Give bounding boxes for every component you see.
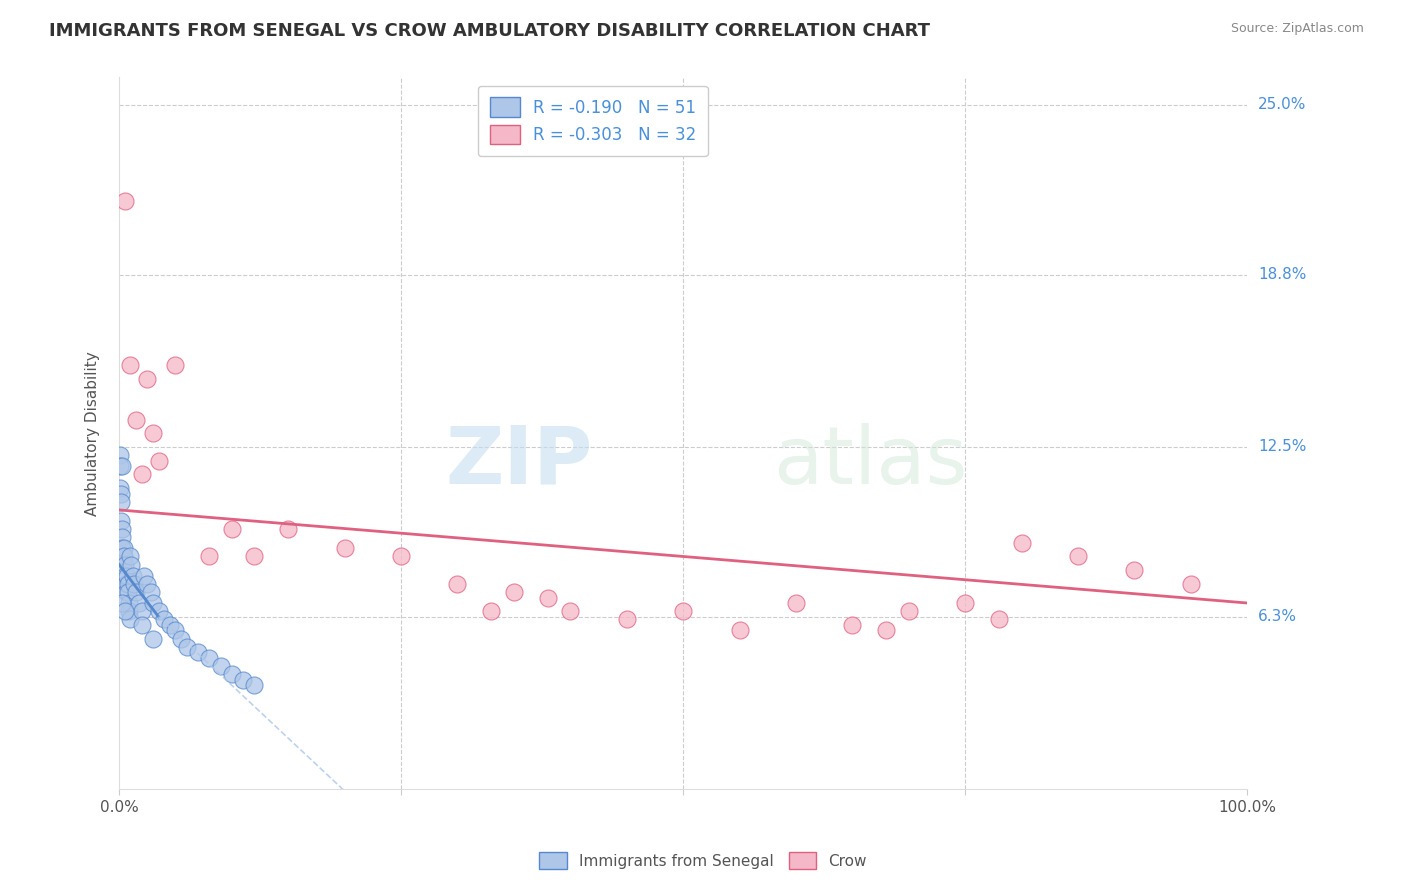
Point xyxy=(114,604,136,618)
Point xyxy=(128,596,150,610)
Point xyxy=(142,632,165,646)
Point xyxy=(117,596,139,610)
Point xyxy=(841,618,863,632)
Point xyxy=(728,624,751,638)
Point xyxy=(243,549,266,564)
Point xyxy=(446,577,468,591)
Point xyxy=(121,568,143,582)
Point xyxy=(153,612,176,626)
Point xyxy=(502,585,524,599)
Point xyxy=(333,541,356,556)
Text: 12.5%: 12.5% xyxy=(1258,440,1306,455)
Point xyxy=(122,577,145,591)
Point xyxy=(785,596,807,610)
Point xyxy=(108,448,131,462)
Point xyxy=(117,585,139,599)
Point xyxy=(277,522,299,536)
Point xyxy=(112,558,135,572)
Point xyxy=(232,673,254,687)
Point xyxy=(142,426,165,441)
Point xyxy=(114,194,136,208)
Point xyxy=(120,558,142,572)
Point xyxy=(125,585,148,599)
Point xyxy=(1180,577,1202,591)
Text: 6.3%: 6.3% xyxy=(1258,609,1298,624)
Y-axis label: Ambulatory Disability: Ambulatory Disability xyxy=(86,351,100,516)
Point xyxy=(198,549,221,564)
Point xyxy=(114,558,136,572)
Point xyxy=(110,494,132,508)
Point xyxy=(142,596,165,610)
Point xyxy=(988,612,1011,626)
Point xyxy=(120,358,142,372)
Point xyxy=(110,486,132,500)
Point xyxy=(120,549,142,564)
Point xyxy=(114,577,136,591)
Text: atlas: atlas xyxy=(773,423,967,500)
Point xyxy=(112,541,135,556)
Point xyxy=(111,530,134,544)
Text: 18.8%: 18.8% xyxy=(1258,267,1306,282)
Point xyxy=(875,624,897,638)
Point xyxy=(672,604,695,618)
Point xyxy=(243,678,266,692)
Point xyxy=(118,612,141,626)
Point xyxy=(131,604,153,618)
Point xyxy=(131,467,153,482)
Point xyxy=(115,568,138,582)
Point xyxy=(111,541,134,556)
Point xyxy=(616,612,638,626)
Text: IMMIGRANTS FROM SENEGAL VS CROW AMBULATORY DISABILITY CORRELATION CHART: IMMIGRANTS FROM SENEGAL VS CROW AMBULATO… xyxy=(49,22,931,40)
Point xyxy=(221,522,243,536)
Legend: R = -0.190   N = 51, R = -0.303   N = 32: R = -0.190 N = 51, R = -0.303 N = 32 xyxy=(478,86,707,156)
Text: 25.0%: 25.0% xyxy=(1258,97,1306,112)
Point xyxy=(139,585,162,599)
Point xyxy=(108,459,131,474)
Point xyxy=(115,585,138,599)
Point xyxy=(110,481,132,495)
Point xyxy=(1123,563,1146,577)
Point xyxy=(165,358,187,372)
Point xyxy=(1067,549,1090,564)
Point xyxy=(111,549,134,564)
Point xyxy=(187,645,209,659)
Point xyxy=(118,604,141,618)
Point xyxy=(170,632,193,646)
Point xyxy=(198,650,221,665)
Point xyxy=(117,577,139,591)
Point xyxy=(125,412,148,426)
Text: Source: ZipAtlas.com: Source: ZipAtlas.com xyxy=(1230,22,1364,36)
Point xyxy=(148,604,170,618)
Point xyxy=(132,568,155,582)
Point xyxy=(159,618,181,632)
Point xyxy=(110,522,132,536)
Point xyxy=(136,371,159,385)
Point xyxy=(112,549,135,564)
Text: ZIP: ZIP xyxy=(446,423,593,500)
Point xyxy=(111,596,134,610)
Point xyxy=(148,453,170,467)
Point xyxy=(209,659,232,673)
Point xyxy=(897,604,920,618)
Point xyxy=(110,514,132,528)
Point xyxy=(953,596,976,610)
Point xyxy=(560,604,582,618)
Point xyxy=(176,640,198,654)
Point xyxy=(537,591,560,605)
Point xyxy=(114,568,136,582)
Point xyxy=(389,549,412,564)
Point xyxy=(111,459,134,474)
Legend: Immigrants from Senegal, Crow: Immigrants from Senegal, Crow xyxy=(533,846,873,875)
Point xyxy=(1011,536,1033,550)
Point xyxy=(136,577,159,591)
Point xyxy=(479,604,502,618)
Point xyxy=(221,667,243,681)
Point xyxy=(131,618,153,632)
Point xyxy=(165,624,187,638)
